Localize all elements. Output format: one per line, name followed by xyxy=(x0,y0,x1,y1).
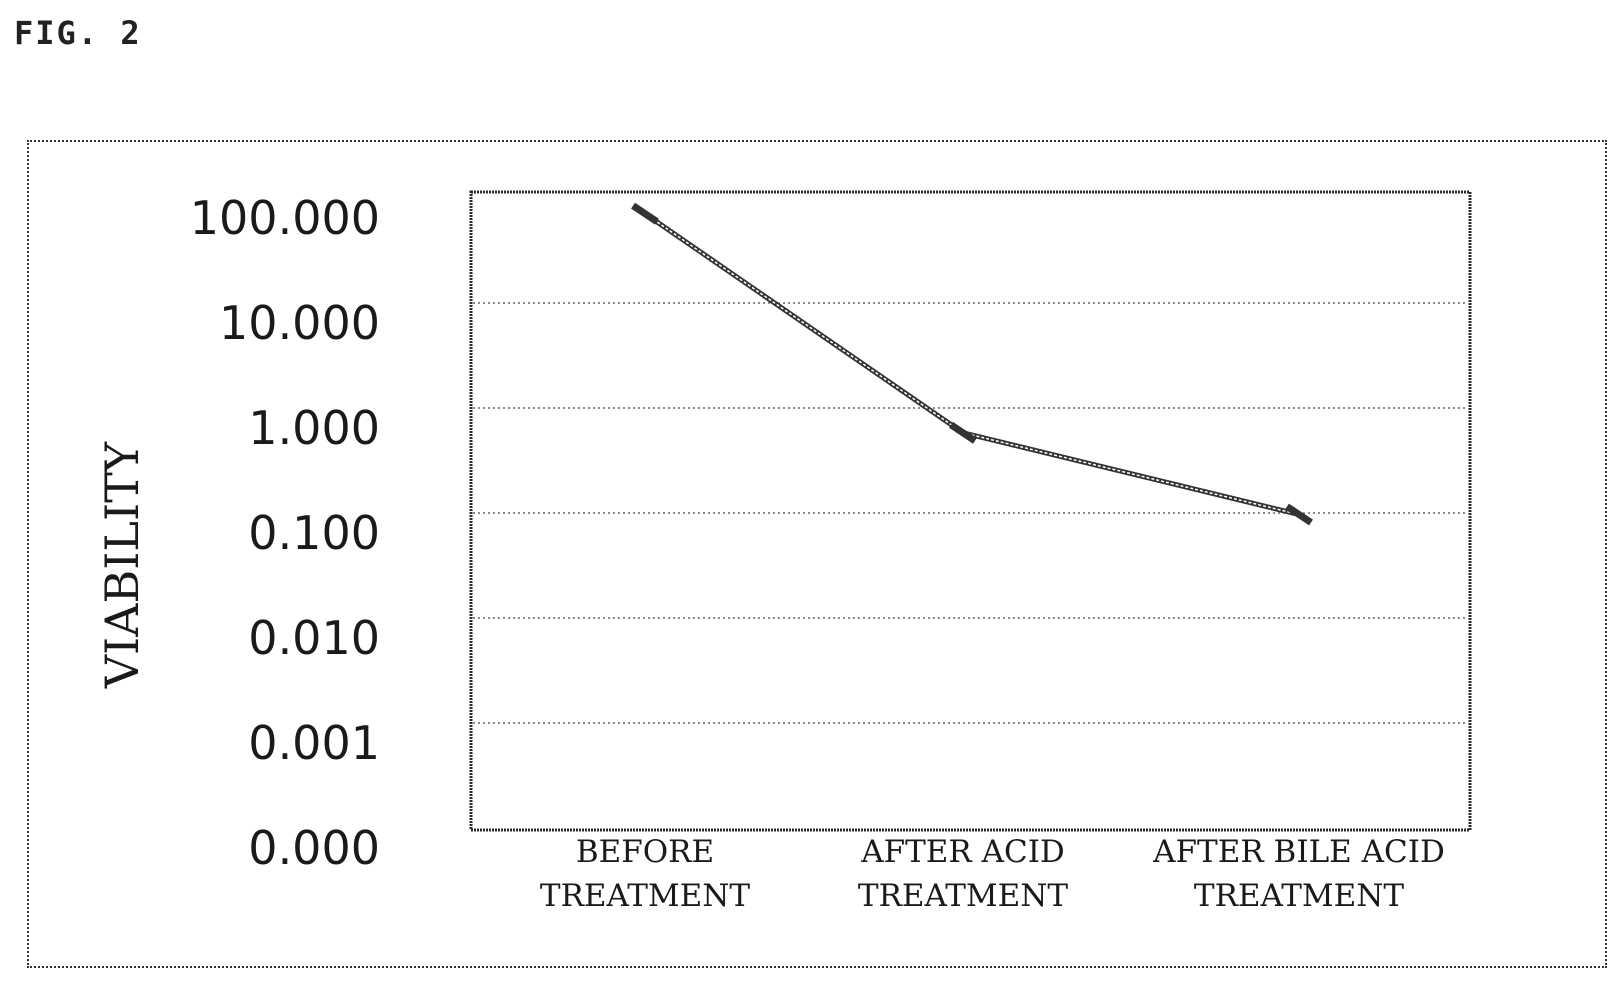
chart-frame xyxy=(27,140,1607,968)
plot-area xyxy=(469,190,1472,832)
y-tick-label: 1.000 xyxy=(248,401,380,455)
x-category-label: AFTER ACID xyxy=(860,834,1065,870)
series-line xyxy=(643,211,1300,517)
x-category-label: TREATMENT xyxy=(1194,878,1405,914)
y-axis-ticks: 100.000 10.000 1.000 0.100 0.010 0.001 0.000 xyxy=(190,191,380,875)
y-tick-label: 0.001 xyxy=(248,716,380,770)
x-category-label: TREATMENT xyxy=(858,878,1069,914)
x-axis-categories: BEFORE TREATMENT AFTER ACID TREATMENT AFTER … xyxy=(540,834,1445,914)
x-category-label: TREATMENT xyxy=(540,878,751,914)
y-tick-label: 100.000 xyxy=(190,191,380,245)
y-axis-title: VIABILITY xyxy=(95,441,149,689)
y-tick-label: 0.100 xyxy=(248,506,380,560)
data-point xyxy=(1285,503,1313,526)
x-category-label: AFTER BILE ACID xyxy=(1152,834,1445,870)
series-line-hatch xyxy=(644,213,1300,516)
figure-label: FIG. 2 xyxy=(14,14,142,52)
data-point xyxy=(949,421,977,444)
y-tick-label: 0.010 xyxy=(248,611,380,665)
y-tick-label: 0.000 xyxy=(248,821,380,875)
data-point xyxy=(631,202,659,225)
series-layer xyxy=(631,202,1313,526)
x-category-label: BEFORE xyxy=(576,834,714,870)
y-tick-label: 10.000 xyxy=(219,296,380,350)
grid-lines xyxy=(473,302,1468,724)
